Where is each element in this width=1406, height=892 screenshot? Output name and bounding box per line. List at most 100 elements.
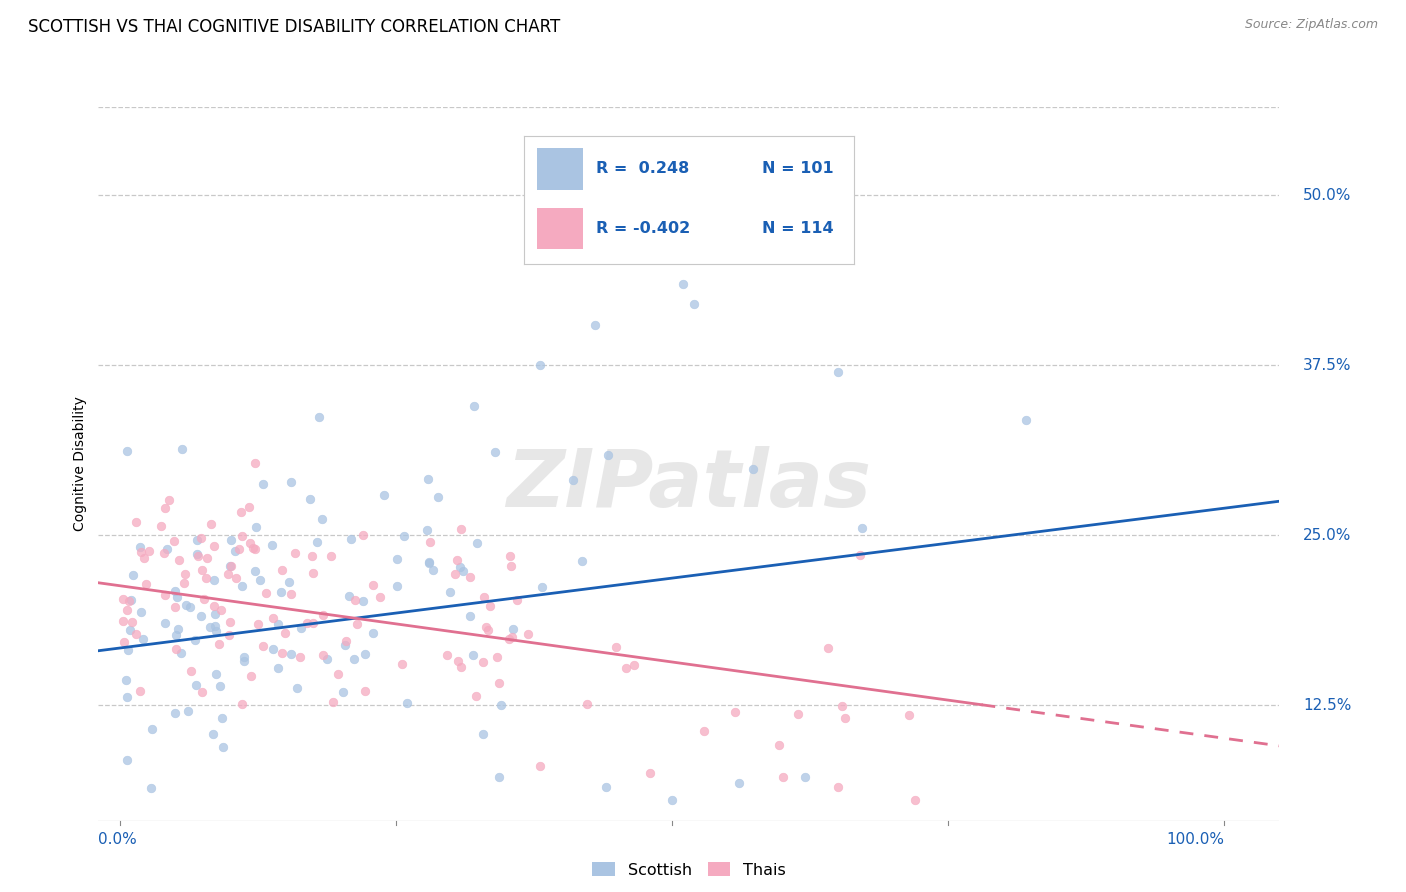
Bar xyxy=(537,148,583,189)
Point xyxy=(316,652,339,666)
Point xyxy=(498,632,520,646)
Point xyxy=(202,573,225,587)
Point xyxy=(418,556,440,570)
Point xyxy=(170,646,193,660)
Point xyxy=(396,696,419,710)
Point xyxy=(787,706,810,721)
Point xyxy=(247,617,270,632)
Text: 100.0%: 100.0% xyxy=(1166,831,1225,847)
Point xyxy=(453,564,475,578)
Point xyxy=(117,690,139,705)
Point xyxy=(307,534,329,549)
Point xyxy=(335,633,357,648)
Point xyxy=(202,599,225,614)
Point xyxy=(163,534,186,549)
Bar xyxy=(537,208,583,249)
Point xyxy=(242,541,264,555)
Point xyxy=(302,616,325,631)
Point xyxy=(167,622,190,636)
Point xyxy=(623,657,645,672)
Point xyxy=(571,554,593,568)
Text: Source: ZipAtlas.com: Source: ZipAtlas.com xyxy=(1244,18,1378,31)
Point xyxy=(191,684,214,698)
Point xyxy=(180,664,202,678)
Point xyxy=(450,523,472,537)
Point xyxy=(128,684,150,698)
Point xyxy=(529,759,551,773)
Point xyxy=(155,588,177,602)
Point xyxy=(239,536,262,550)
Point xyxy=(727,775,749,789)
Point xyxy=(204,667,226,681)
Point xyxy=(252,477,274,491)
Point xyxy=(153,546,176,560)
Point xyxy=(163,584,186,599)
Point xyxy=(322,695,344,709)
Point xyxy=(219,615,242,629)
Point xyxy=(817,640,839,655)
Point xyxy=(834,711,856,725)
Point xyxy=(302,566,325,581)
Point xyxy=(661,793,683,807)
Legend: Scottish, Thais: Scottish, Thais xyxy=(586,855,792,884)
Point xyxy=(193,592,215,607)
Point xyxy=(165,641,187,656)
Point xyxy=(262,641,284,656)
Point xyxy=(284,545,307,559)
Point xyxy=(339,533,361,547)
Point xyxy=(361,578,384,592)
Point xyxy=(598,448,620,462)
Point xyxy=(343,593,366,607)
Point xyxy=(419,535,441,549)
Point xyxy=(157,493,180,508)
Text: 37.5%: 37.5% xyxy=(1303,358,1351,373)
Point xyxy=(368,590,391,604)
Point xyxy=(209,680,232,694)
Point xyxy=(418,555,440,569)
Point xyxy=(693,723,716,738)
Point xyxy=(290,649,312,664)
Point xyxy=(285,681,308,695)
Point xyxy=(190,563,212,577)
Point xyxy=(115,444,138,458)
Point xyxy=(186,533,208,547)
Point xyxy=(138,544,160,558)
Point xyxy=(295,615,318,630)
Point xyxy=(211,711,233,725)
Point xyxy=(301,549,323,563)
Point xyxy=(321,549,343,563)
Point xyxy=(436,648,458,662)
Point xyxy=(418,472,440,486)
Point xyxy=(201,727,224,741)
Text: ZIPatlas: ZIPatlas xyxy=(506,446,872,524)
Point xyxy=(231,697,253,711)
Point xyxy=(156,542,179,557)
Point xyxy=(271,563,294,577)
Point xyxy=(165,600,187,615)
Point xyxy=(472,591,495,605)
Text: N = 101: N = 101 xyxy=(762,161,834,177)
Point xyxy=(273,626,295,640)
Point xyxy=(112,635,135,649)
Point xyxy=(224,543,246,558)
Text: R =  0.248: R = 0.248 xyxy=(596,161,689,177)
Point xyxy=(742,462,765,476)
Point xyxy=(583,318,606,332)
Point xyxy=(270,584,292,599)
Point xyxy=(184,632,207,647)
Point xyxy=(333,638,356,652)
Point xyxy=(129,605,152,619)
Point xyxy=(120,593,142,607)
Point xyxy=(827,780,849,794)
Point xyxy=(326,666,349,681)
Point xyxy=(115,753,138,767)
Point xyxy=(209,603,232,617)
Point xyxy=(218,559,240,574)
Point xyxy=(427,490,450,504)
Point xyxy=(308,410,330,425)
Point xyxy=(187,549,209,563)
Point xyxy=(505,593,527,607)
Point xyxy=(240,668,263,682)
Point xyxy=(153,500,176,515)
Point xyxy=(218,628,240,642)
